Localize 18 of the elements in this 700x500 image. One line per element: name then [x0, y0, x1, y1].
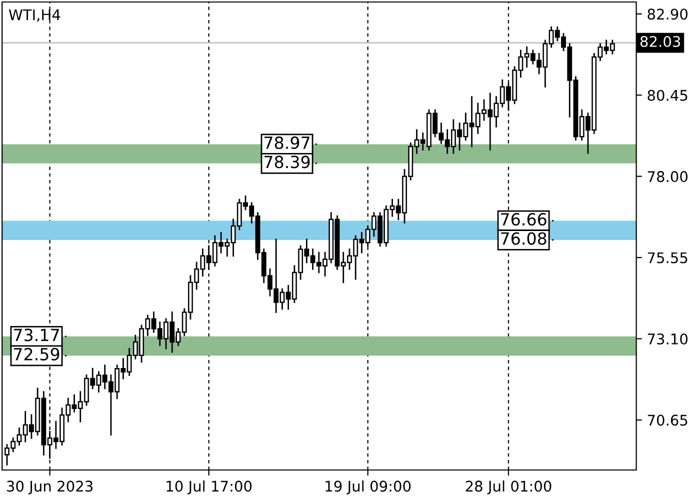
ref-line-label: 82.03	[640, 36, 680, 47]
annotation: 72.59	[14, 348, 60, 360]
y-tick-label: 70.65	[648, 414, 688, 426]
annotation: 78.97	[264, 136, 310, 150]
y-tick-label: 78.00	[648, 171, 688, 182]
y-tick-label: 75.55	[648, 252, 688, 264]
y-tick-label: 82.90	[648, 8, 688, 20]
y-tick-label: 80.45	[648, 90, 688, 101]
annotation: 73.17	[14, 328, 59, 342]
x-tick-label: 10 Jul 17:00	[166, 480, 252, 494]
x-tick-label: 30 Jun 2023	[7, 480, 92, 494]
annotation: 76.66	[501, 212, 546, 226]
chart-title: WTI,H4	[8, 9, 60, 22]
x-tick-label: 19 Jul 09:00	[326, 480, 411, 494]
annotation: 76.08	[501, 232, 546, 245]
annotation: 78.39	[264, 156, 310, 168]
x-tick-label: 28 Jul 01:00	[466, 480, 552, 494]
y-tick-label: 73.10	[648, 333, 688, 344]
